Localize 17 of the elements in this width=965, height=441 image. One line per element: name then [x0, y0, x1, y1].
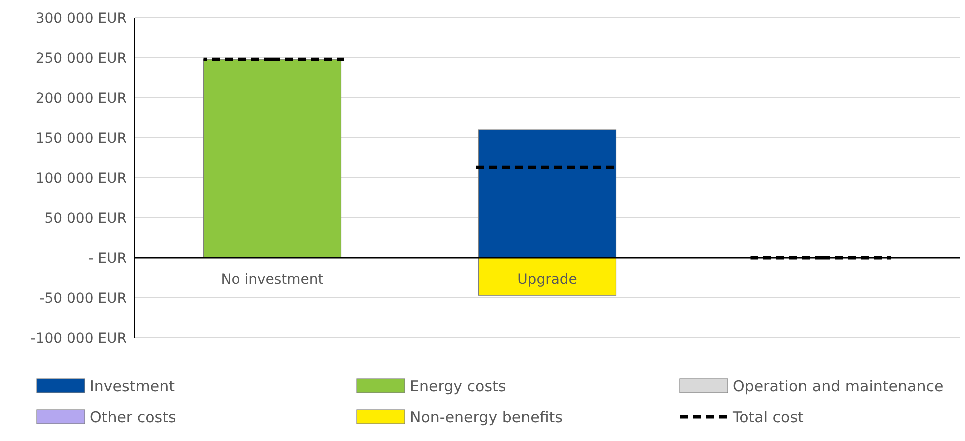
y-tick-label: - EUR [88, 250, 128, 267]
legend-label: Other costs [90, 408, 176, 426]
x-tick-label: Upgrade [518, 272, 578, 288]
legend-label: Investment [90, 377, 176, 396]
legend-label: Total cost [732, 408, 804, 426]
y-tick-label: 100 000 EUR [36, 170, 128, 187]
y-tick-label: 300 000 EUR [36, 10, 128, 27]
legend-label: Non-energy benefits [410, 408, 564, 426]
legend-label: Energy costs [410, 377, 506, 396]
y-tick-label: 200 000 EUR [36, 90, 128, 107]
y-tick-label: 250 000 EUR [36, 50, 128, 67]
y-tick-label: 50 000 EUR [44, 210, 128, 227]
y-tick-label: -100 000 EUR [30, 330, 128, 347]
legend-label: Operation and maintenance [733, 377, 944, 396]
y-tick-label: -50 000 EUR [40, 290, 128, 307]
x-tick-label: No investment [221, 272, 324, 288]
y-tick-label: 150 000 EUR [36, 130, 128, 147]
